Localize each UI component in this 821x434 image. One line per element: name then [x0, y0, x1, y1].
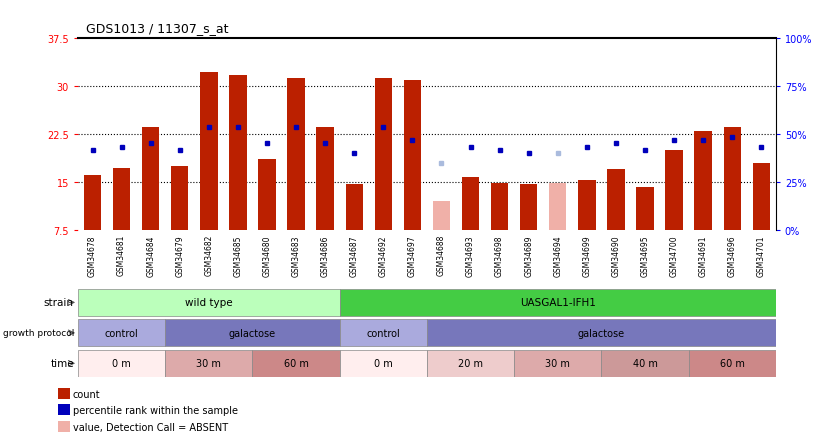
Text: GSM34680: GSM34680 — [263, 234, 272, 276]
Bar — [113, 168, 131, 230]
Bar — [165, 350, 253, 377]
Bar — [608, 170, 625, 230]
Bar — [259, 160, 276, 230]
Text: UASGAL1-IFH1: UASGAL1-IFH1 — [520, 298, 596, 308]
Text: time: time — [50, 358, 74, 368]
Text: galactose: galactose — [229, 328, 276, 338]
Text: GSM34694: GSM34694 — [553, 234, 562, 276]
Text: GSM34689: GSM34689 — [524, 234, 533, 276]
Text: GSM34693: GSM34693 — [466, 234, 475, 276]
Bar — [695, 132, 712, 230]
Bar — [340, 289, 776, 316]
Text: control: control — [105, 328, 139, 338]
Text: 40 m: 40 m — [632, 358, 658, 368]
Text: 60 m: 60 m — [283, 358, 309, 368]
Bar — [58, 421, 70, 432]
Text: GDS1013 / 11307_s_at: GDS1013 / 11307_s_at — [86, 22, 229, 35]
Text: control: control — [366, 328, 400, 338]
Text: GSM34682: GSM34682 — [204, 234, 213, 276]
Bar — [84, 175, 101, 230]
Bar — [229, 76, 246, 230]
Bar — [636, 187, 654, 230]
Text: GSM34692: GSM34692 — [378, 234, 388, 276]
Bar — [58, 388, 70, 399]
Text: GSM34685: GSM34685 — [233, 234, 242, 276]
Bar — [171, 166, 189, 230]
Text: GSM34691: GSM34691 — [699, 234, 708, 276]
Text: 0 m: 0 m — [112, 358, 131, 368]
Text: GSM34686: GSM34686 — [321, 234, 330, 276]
Text: value, Detection Call = ABSENT: value, Detection Call = ABSENT — [72, 422, 227, 431]
Text: 0 m: 0 m — [374, 358, 392, 368]
Bar — [601, 350, 689, 377]
Text: GSM34698: GSM34698 — [495, 234, 504, 276]
Bar — [404, 80, 421, 230]
Bar — [165, 319, 340, 347]
Bar — [142, 128, 159, 230]
Bar — [549, 184, 566, 230]
Text: GSM34697: GSM34697 — [408, 234, 417, 276]
Bar — [427, 350, 514, 377]
Bar — [78, 289, 340, 316]
Bar — [346, 184, 363, 230]
Text: GSM34688: GSM34688 — [437, 234, 446, 276]
Bar — [58, 404, 70, 415]
Bar — [200, 73, 218, 230]
Bar — [491, 184, 508, 230]
Text: GSM34679: GSM34679 — [175, 234, 184, 276]
Bar — [253, 350, 340, 377]
Text: GSM34684: GSM34684 — [146, 234, 155, 276]
Bar — [427, 319, 776, 347]
Text: GSM34683: GSM34683 — [291, 234, 300, 276]
Text: 30 m: 30 m — [545, 358, 571, 368]
Bar — [78, 319, 165, 347]
Text: 30 m: 30 m — [196, 358, 222, 368]
Bar — [753, 163, 770, 230]
Text: count: count — [72, 389, 100, 398]
Text: growth protocol: growth protocol — [2, 329, 74, 338]
Text: strain: strain — [44, 298, 74, 308]
Text: GSM34696: GSM34696 — [727, 234, 736, 276]
Bar — [340, 350, 427, 377]
Bar — [689, 350, 776, 377]
Text: GSM34695: GSM34695 — [640, 234, 649, 276]
Text: percentile rank within the sample: percentile rank within the sample — [72, 405, 237, 415]
Bar — [578, 181, 595, 230]
Bar — [316, 128, 334, 230]
Bar — [723, 128, 741, 230]
Bar — [374, 79, 392, 230]
Bar — [665, 151, 683, 230]
Text: GSM34699: GSM34699 — [582, 234, 591, 276]
Bar — [78, 350, 165, 377]
Bar — [340, 319, 427, 347]
Text: GSM34701: GSM34701 — [757, 234, 766, 276]
Bar — [514, 350, 601, 377]
Bar — [461, 177, 479, 230]
Text: GSM34681: GSM34681 — [117, 234, 126, 276]
Text: GSM34687: GSM34687 — [350, 234, 359, 276]
Bar — [287, 79, 305, 230]
Bar — [520, 185, 538, 230]
Text: galactose: galactose — [578, 328, 625, 338]
Text: GSM34690: GSM34690 — [612, 234, 621, 276]
Text: GSM34678: GSM34678 — [88, 234, 97, 276]
Text: 20 m: 20 m — [458, 358, 483, 368]
Text: wild type: wild type — [185, 298, 232, 308]
Bar — [433, 201, 450, 230]
Text: GSM34700: GSM34700 — [670, 234, 679, 276]
Text: 60 m: 60 m — [720, 358, 745, 368]
